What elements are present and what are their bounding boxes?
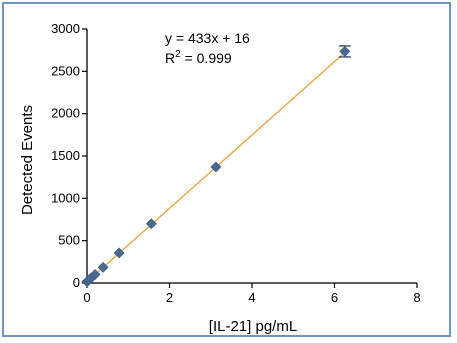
axes: 0 500 1000 1500 2000 2500 3000 0 2 4 6 8: [51, 21, 421, 305]
y-tick-label: 2000: [51, 106, 80, 121]
data-points-layer: [81, 45, 351, 288]
data-point: [97, 261, 109, 273]
y-tick-label: 500: [58, 233, 80, 248]
x-tick-label: 2: [166, 290, 173, 305]
y-tick-label: 2500: [51, 63, 80, 78]
y-axis-title: Detected Events: [19, 105, 36, 215]
x-tick-label: 6: [331, 290, 338, 305]
data-point: [339, 46, 351, 57]
r-squared-value: = 0.999: [181, 50, 232, 66]
r-squared: R2 = 0.999: [165, 49, 232, 66]
data-point: [210, 161, 222, 173]
x-tick-label: 8: [413, 290, 420, 305]
y-tick-label: 0: [73, 275, 80, 290]
y-tick-label: 1000: [51, 190, 80, 205]
data-point: [145, 218, 157, 230]
x-axis-title: [IL-21] pg/mL: [209, 318, 297, 335]
data-point: [113, 247, 125, 259]
y-tick-label: 3000: [51, 21, 80, 36]
data-point: [89, 269, 101, 280]
r-squared-prefix: R: [165, 50, 175, 66]
x-tick-label: 0: [83, 290, 90, 305]
y-tick-label: 1500: [51, 148, 80, 163]
x-tick-label: 4: [248, 290, 255, 305]
fit-equation: y = 433x + 16: [165, 30, 250, 46]
chart: 0 500 1000 1500 2000 2500 3000 0 2 4 6 8 y = 433x +…: [19, 21, 421, 335]
chart-frame: 0 500 1000 1500 2000 2500 3000 0 2 4 6 8 y = 433x +…: [2, 2, 451, 337]
r-squared-exponent: 2: [175, 49, 181, 60]
